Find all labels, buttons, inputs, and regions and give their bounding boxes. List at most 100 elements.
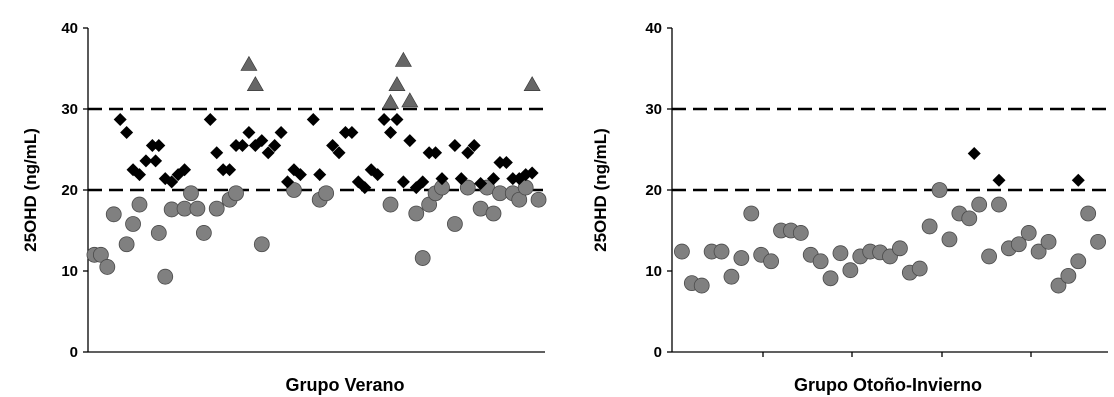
- data-point-circle: [92, 246, 109, 263]
- data-point-circle: [131, 196, 148, 213]
- x-axis-label: Grupo Otoño-Invierno: [794, 375, 982, 395]
- data-point-diamond: [992, 173, 1006, 187]
- data-point-diamond: [274, 125, 288, 139]
- data-point-diamond: [120, 125, 134, 139]
- data-point-diamond: [448, 138, 462, 152]
- data-point-circle: [485, 205, 502, 222]
- data-point-diamond: [113, 113, 127, 127]
- data-point-diamond: [242, 125, 256, 139]
- data-point-circle: [941, 231, 958, 248]
- data-point-diamond: [178, 163, 192, 177]
- data-point-triangle: [523, 76, 541, 91]
- data-point-circle: [723, 268, 740, 285]
- data-point-diamond: [306, 113, 320, 127]
- data-point-circle: [812, 253, 829, 270]
- data-point-circle: [382, 196, 399, 213]
- data-point-diamond: [384, 125, 398, 139]
- data-point-diamond: [435, 172, 449, 186]
- data-point-circle: [286, 182, 302, 198]
- data-point-circle: [931, 182, 948, 198]
- data-point-circle: [1080, 205, 1097, 222]
- data-point-circle: [530, 191, 547, 208]
- data-point-circle: [195, 225, 212, 241]
- data-point-diamond: [223, 163, 237, 177]
- data-point-diamond: [525, 166, 539, 180]
- data-point-diamond: [377, 113, 391, 127]
- data-point-diamond: [152, 138, 166, 152]
- data-point-triangle: [246, 76, 264, 91]
- y-tick-label: 40: [645, 20, 662, 37]
- data-point-circle: [921, 218, 938, 235]
- data-point-circle: [99, 259, 116, 275]
- y-tick-label: 40: [61, 20, 78, 37]
- data-point-diamond: [499, 155, 513, 169]
- data-point-diamond: [255, 134, 269, 148]
- data-point-diamond: [967, 147, 981, 161]
- y-tick-label: 20: [61, 182, 78, 199]
- data-point-circle: [674, 243, 690, 260]
- data-point-circle: [971, 196, 988, 213]
- data-point-diamond: [345, 125, 359, 139]
- data-point-circle: [991, 196, 1007, 213]
- data-point-diamond: [261, 146, 275, 160]
- data-point-circle: [253, 236, 270, 253]
- data-point-circle: [183, 185, 199, 202]
- data-point-circle: [842, 262, 859, 279]
- data-point-circle: [1090, 233, 1106, 250]
- data-point-diamond: [390, 113, 404, 127]
- data-point-circle: [189, 200, 206, 217]
- data-point-triangle: [382, 93, 400, 109]
- data-point-diamond: [358, 181, 372, 195]
- data-point-diamond: [467, 138, 481, 152]
- data-point-diamond: [461, 146, 475, 160]
- data-point-circle: [118, 236, 135, 253]
- data-point-diamond: [268, 138, 282, 152]
- data-point-diamond: [396, 175, 410, 189]
- data-point-circle: [693, 277, 710, 294]
- data-point-circle: [743, 205, 760, 222]
- data-point-diamond: [203, 113, 217, 127]
- y-axis-label: 25OHD (ng/mL): [591, 128, 610, 252]
- y-tick-label: 30: [645, 101, 662, 118]
- data-point-circle: [713, 243, 730, 260]
- data-point-diamond: [1071, 173, 1085, 187]
- data-point-diamond: [474, 177, 488, 191]
- data-point-circle: [892, 240, 908, 257]
- data-point-circle: [911, 260, 928, 277]
- data-point-diamond: [326, 138, 340, 152]
- data-point-circle: [981, 248, 997, 265]
- y-tick-label: 30: [61, 101, 78, 118]
- data-point-circle: [318, 185, 335, 202]
- data-point-diamond: [313, 168, 327, 182]
- y-tick-label: 20: [645, 182, 662, 199]
- data-point-circle: [459, 179, 476, 196]
- data-point-diamond: [487, 172, 501, 186]
- data-point-circle: [832, 245, 849, 262]
- data-point-circle: [1060, 267, 1077, 284]
- data-point-circle: [822, 270, 839, 287]
- y-tick-label: 0: [70, 344, 78, 361]
- data-point-circle: [733, 250, 750, 266]
- data-point-circle: [408, 205, 425, 222]
- data-point-circle: [150, 225, 167, 241]
- data-point-triangle: [388, 76, 406, 91]
- y-axis-label: 25OHD (ng/mL): [21, 128, 40, 252]
- data-point-triangle: [394, 51, 412, 67]
- data-point-circle: [1010, 236, 1027, 253]
- y-tick-label: 10: [61, 263, 78, 280]
- data-point-diamond: [281, 175, 295, 189]
- data-point-diamond: [371, 168, 385, 182]
- data-point-circle: [228, 185, 244, 202]
- data-point-circle: [1070, 253, 1087, 270]
- data-point-circle: [511, 191, 528, 208]
- data-point-circle: [1050, 277, 1067, 294]
- data-point-diamond: [454, 172, 468, 186]
- data-point-circle: [125, 216, 141, 232]
- chart-otono-invierno: 0 10 20 30 40 25OHD (ng/mL) Grupo Otoño-Invier…: [591, 20, 1108, 395]
- data-point-diamond: [403, 134, 417, 148]
- data-point-circle: [961, 210, 978, 227]
- data-point-circle: [1040, 233, 1057, 250]
- data-point-diamond: [332, 146, 346, 160]
- data-point-triangle: [240, 55, 258, 71]
